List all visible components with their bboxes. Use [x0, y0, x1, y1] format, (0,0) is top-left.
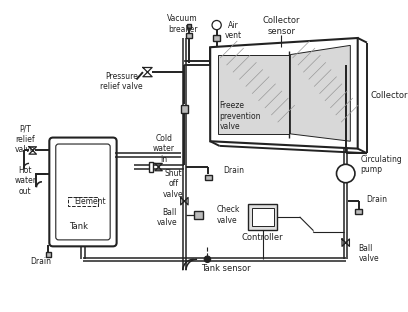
Bar: [248, 204, 277, 230]
Text: Drain: Drain: [366, 195, 387, 204]
Bar: [68, 197, 98, 206]
Bar: [194, 211, 203, 219]
Text: Ball
valve: Ball valve: [156, 208, 177, 227]
Bar: [205, 175, 212, 179]
Polygon shape: [217, 55, 288, 134]
Text: Hot
water
out: Hot water out: [14, 166, 36, 196]
Text: Air
vent: Air vent: [225, 21, 242, 40]
Text: Cold
water
in: Cold water in: [153, 134, 175, 163]
Text: Circulating
pump: Circulating pump: [360, 155, 402, 174]
Text: Ball
valve: Ball valve: [359, 244, 379, 263]
Bar: [149, 163, 153, 172]
Bar: [46, 252, 51, 257]
Text: Controller: Controller: [242, 233, 284, 241]
Text: Tank: Tank: [69, 222, 88, 232]
Text: Pressure
relief valve: Pressure relief valve: [100, 72, 143, 91]
Text: Element: Element: [75, 197, 106, 206]
FancyBboxPatch shape: [56, 144, 110, 240]
Text: Vacuum
breaker: Vacuum breaker: [167, 14, 198, 34]
Text: Tank sensor: Tank sensor: [201, 264, 251, 273]
Text: Drain: Drain: [223, 166, 244, 175]
Text: Freeze
prevention
valve: Freeze prevention valve: [220, 101, 261, 131]
Circle shape: [337, 164, 355, 183]
Text: Drain: Drain: [31, 256, 51, 266]
Circle shape: [204, 256, 211, 262]
FancyBboxPatch shape: [49, 138, 117, 246]
Bar: [181, 105, 188, 113]
Bar: [187, 24, 191, 28]
Text: Shut
off
valve: Shut off valve: [163, 169, 184, 198]
Text: P/T
relief
valve: P/T relief valve: [15, 124, 35, 154]
Text: Collector
sensor: Collector sensor: [262, 16, 300, 36]
Bar: [213, 35, 220, 41]
Polygon shape: [290, 45, 350, 141]
Bar: [355, 209, 362, 214]
Bar: [186, 33, 192, 37]
Text: Check
valve: Check valve: [217, 205, 240, 225]
Circle shape: [212, 21, 221, 30]
Bar: [252, 207, 274, 226]
Text: Collector: Collector: [370, 91, 408, 100]
Polygon shape: [210, 38, 358, 149]
